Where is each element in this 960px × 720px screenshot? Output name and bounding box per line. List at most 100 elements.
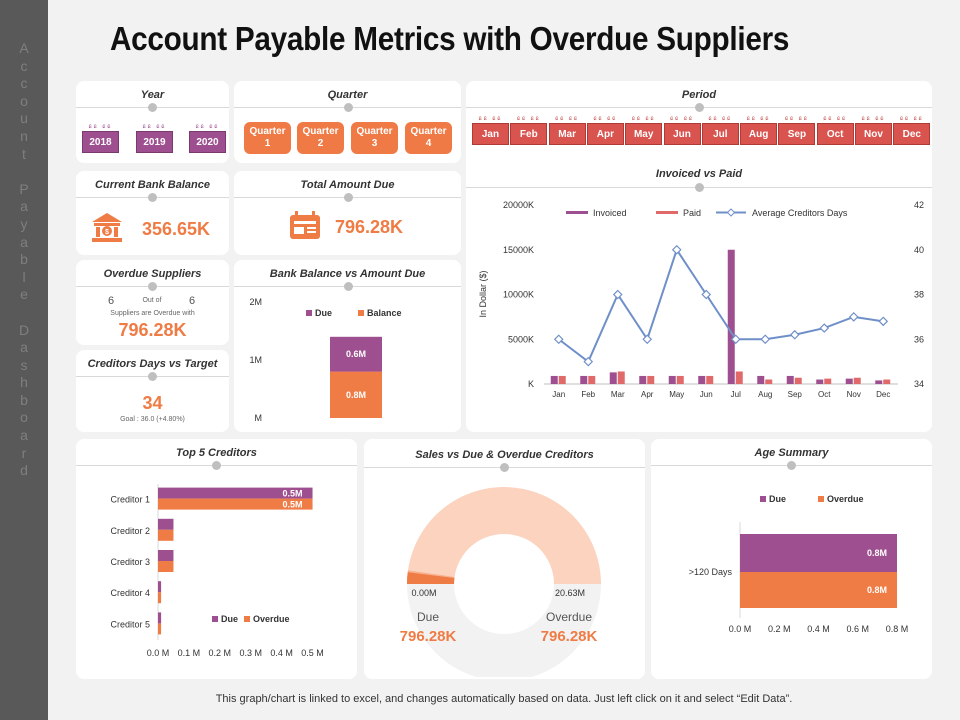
avg-creditors-days-point [819,323,830,333]
y-tick-label: 15000K [503,245,534,255]
avg-creditors-days-point [701,289,712,300]
y2-tick-label: 38 [914,290,924,300]
sidebar-letter: P [19,180,29,197]
sidebar-letter [0,304,48,322]
bar-invoiced [845,378,853,384]
sidebar-letter: a [20,339,28,356]
sidebar-letter: o [20,92,28,109]
avg-creditors-days-point [583,356,594,367]
quarter-4-button[interactable]: Quarter 4 [405,122,452,154]
x-tick-label: 0.3 M [239,648,262,658]
legend-overdue-label: Overdue [827,494,864,504]
bar-invoiced [580,375,588,384]
avg-creditors-days-point [848,312,859,322]
bar-due [740,534,897,572]
bar-overdue [158,623,162,635]
creditors-days-card: Creditors Days vs Target 34 Goal : 36.0 … [76,350,229,432]
due-label: Due [417,610,439,624]
month-jun-button[interactable]: ɕɕ ɕɕ Jun [663,116,701,145]
month-mar-button[interactable]: ɕɕ ɕɕ Mar [548,116,586,145]
overdue-count: 6 [108,295,115,307]
bar-overdue [740,572,897,608]
bar-paid [883,379,891,384]
bar-invoiced [550,375,558,384]
avg-creditors-days-point [612,289,623,300]
footer-note: This graph/chart is linked to excel, and… [215,693,793,705]
bank-balance-card: Current Bank Balance $ 356.65K [76,171,229,255]
avg-creditors-days-point [878,316,889,327]
bar-paid [706,375,714,384]
creditors-days-value: 34 [142,393,163,413]
x-tick-label: Mar [611,390,625,399]
month-oct-button[interactable]: ɕɕ ɕɕ Oct [816,116,854,145]
top5-card: Top 5 Creditors Creditor 1 0.5M 0.5M Credit… [76,439,357,679]
year-2019-button[interactable]: ɕɕ ɕɕ 2019 [136,124,173,153]
gauge-max-label: 20.63M [555,588,585,598]
x-tick-label: 0.2 M [209,648,232,658]
bar-due [158,581,162,593]
bank-vs-due-title: Bank Balance vs Amount Due [269,268,426,280]
quarter-2-button[interactable]: Quarter 2 [297,122,344,154]
month-dec-button[interactable]: ɕɕ ɕɕ Dec [893,116,931,145]
sidebar-letter: r [21,444,27,461]
month-feb-button[interactable]: ɕɕ ɕɕ Feb [510,116,548,145]
bar-due-label: 0.8M [867,548,887,558]
month-jul-button[interactable]: ɕɕ ɕɕ Jul [701,116,739,145]
bar-paid [824,378,832,384]
year-2018-button[interactable]: ɕɕ ɕɕ 2018 [82,124,119,153]
quarter-1-button[interactable]: Quarter 1 [244,122,291,154]
x-tick-label: Jun [700,390,713,399]
month-apr-button[interactable]: ɕɕ ɕɕ Apr [586,116,624,145]
month-jan-button[interactable]: ɕɕ ɕɕ Jan [472,116,509,145]
year-2020-button[interactable]: ɕɕ ɕɕ 2020 [189,124,226,153]
sidebar-letter: o [20,409,28,426]
sidebar-letter: l [22,268,26,285]
avg-creditors-days-point [671,244,682,255]
x-tick-label: Dec [876,390,890,399]
x-tick-label: Nov [847,390,861,399]
x-tick-label: May [669,390,684,399]
page-title: Account Payable Metrics with Overdue Sup… [110,20,790,57]
sidebar-letter: c [20,57,28,74]
bar-due [158,612,162,624]
quarter-title: Quarter [327,89,368,101]
month-sep-button[interactable]: ɕɕ ɕɕ Sep [778,116,816,145]
sidebar-letter: c [20,75,28,92]
quarter-3-button[interactable]: Quarter 3 [351,122,398,154]
category-label: Creditor 2 [110,526,150,536]
month-nov-button[interactable]: ɕɕ ɕɕ Nov [855,116,892,145]
bar-overdue [158,592,162,604]
overdue-suppliers-title: Overdue Suppliers [103,268,202,280]
invoiced-vs-paid-title: Invoiced vs Paid [655,168,743,180]
bank-vs-due-chart: 2M 1M M Due Balance 0.6M 0.8M [249,297,401,423]
legend-due-label: Due [221,614,238,624]
bar-overdue-label: 0.8M [867,585,887,595]
bar-overdue [158,498,313,510]
bank-vs-due-card: Bank Balance vs Amount Due 2M 1M M Due Balan… [234,260,461,432]
bar-due-label: 0.5M [283,489,303,499]
sidebar-letter: A [19,40,29,56]
amount-due-card: Total Amount Due 796.28K [234,171,461,255]
bar-paid [588,375,596,384]
y-tick-label: M [255,413,263,423]
sidebar-letter: u [20,110,28,127]
month-aug-button[interactable]: ɕɕ ɕɕ Aug [740,116,778,145]
bar-invoiced [668,375,676,384]
x-tick-label: 0.2 M [768,624,791,634]
bar-due [158,518,174,530]
gauge-hole [455,535,553,633]
category-label: >120 Days [689,567,733,577]
total-suppliers: 6 [189,295,196,307]
sidebar-letter: n [20,127,28,144]
x-tick-label: 0.8 M [886,624,909,634]
legend-due-swatch [306,310,312,316]
month-may-button[interactable]: ɕɕ ɕɕ May [625,116,663,145]
y-tick-label: 2M [249,297,262,307]
legend-avg-label: Average Creditors Days [752,208,848,218]
bar-balance [330,371,382,418]
bar-paid [794,377,802,384]
bar-paid [617,371,625,384]
period-card: Period ɕɕ ɕɕ Jan ɕɕ ɕɕ Feb ɕɕ ɕɕ Mar ɕɕ ɕɕ Apr ɕ… [466,81,932,432]
out-of-label: Out of [142,297,162,304]
